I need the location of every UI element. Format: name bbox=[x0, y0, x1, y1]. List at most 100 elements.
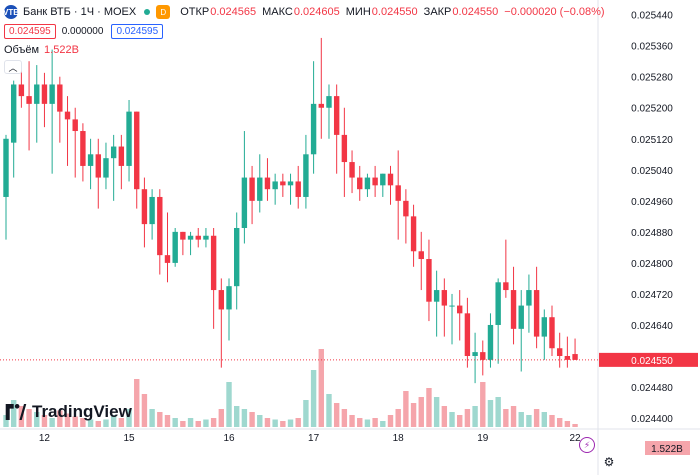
candle-body[interactable] bbox=[364, 177, 371, 190]
candle-body[interactable] bbox=[533, 290, 540, 337]
candle-body[interactable] bbox=[480, 352, 486, 360]
candle-body[interactable] bbox=[441, 290, 448, 306]
market-status-icon[interactable] bbox=[144, 9, 151, 15]
candle-body[interactable] bbox=[187, 235, 194, 240]
volume-bar bbox=[10, 400, 17, 427]
candle-body[interactable] bbox=[272, 181, 278, 190]
candle-body[interactable] bbox=[295, 181, 301, 197]
candle-body[interactable] bbox=[495, 282, 501, 325]
candle-body[interactable] bbox=[318, 103, 324, 108]
change-value: −0.000020 (−0.08%) bbox=[504, 6, 605, 18]
y-tick-label: 0.025440 bbox=[631, 11, 673, 22]
open-value: 0.024565 bbox=[210, 6, 257, 18]
candle-body[interactable] bbox=[34, 84, 40, 104]
volume-bar bbox=[26, 409, 32, 427]
candle-body[interactable] bbox=[203, 235, 209, 240]
y-tick-label: 0.024880 bbox=[631, 228, 673, 239]
y-tick-label: 0.025280 bbox=[631, 73, 673, 84]
candle-body[interactable] bbox=[80, 131, 86, 166]
candle-body[interactable] bbox=[49, 84, 55, 104]
tradingview-logo[interactable]: TradingView bbox=[4, 402, 132, 422]
candle-body[interactable] bbox=[333, 96, 340, 135]
candle-body[interactable] bbox=[26, 96, 32, 104]
buy-price-button[interactable]: 0.024595 bbox=[111, 24, 164, 39]
sell-price-button[interactable]: 0.024595 bbox=[4, 24, 56, 39]
candle-body[interactable] bbox=[257, 177, 263, 201]
candle-body[interactable] bbox=[564, 355, 571, 360]
candle-body[interactable] bbox=[72, 119, 78, 132]
candle-body[interactable] bbox=[10, 84, 17, 143]
gear-icon[interactable]: ⚙ bbox=[603, 455, 615, 469]
candle-body[interactable] bbox=[164, 255, 171, 263]
candle-body[interactable] bbox=[472, 352, 478, 356]
candle-body[interactable] bbox=[518, 305, 524, 329]
volume-bar bbox=[257, 415, 263, 427]
candle-body[interactable] bbox=[226, 286, 232, 310]
candle-body[interactable] bbox=[541, 317, 547, 337]
candle-body[interactable] bbox=[241, 177, 248, 228]
candle-body[interactable] bbox=[210, 235, 217, 291]
candle-body[interactable] bbox=[18, 84, 25, 97]
volume-bar bbox=[72, 416, 78, 427]
candle-body[interactable] bbox=[418, 251, 424, 260]
symbol-title[interactable]: Банк ВТБ · 1Ч · MOEX bbox=[23, 6, 137, 18]
chevron-up-icon[interactable]: ︿ bbox=[4, 60, 22, 74]
candle-body[interactable] bbox=[126, 111, 132, 166]
candle-body[interactable] bbox=[380, 173, 386, 186]
candle-body[interactable] bbox=[287, 181, 294, 186]
candle-body[interactable] bbox=[572, 354, 578, 360]
candle-body[interactable] bbox=[134, 111, 140, 190]
candle-body[interactable] bbox=[64, 111, 71, 120]
candle-body[interactable] bbox=[95, 154, 101, 178]
candle-body[interactable] bbox=[341, 134, 348, 163]
candle-body[interactable] bbox=[149, 196, 155, 225]
candle-body[interactable] bbox=[426, 259, 432, 302]
candle-body[interactable] bbox=[395, 185, 401, 201]
candle-body[interactable] bbox=[310, 103, 317, 155]
candle-body[interactable] bbox=[487, 324, 494, 360]
candle-body[interactable] bbox=[503, 282, 509, 291]
candle-body[interactable] bbox=[410, 216, 417, 252]
candle-body[interactable] bbox=[280, 181, 286, 186]
candle-body[interactable] bbox=[41, 84, 48, 104]
candle-body[interactable] bbox=[556, 348, 563, 356]
candle-body[interactable] bbox=[103, 158, 109, 178]
candle-body[interactable] bbox=[372, 177, 378, 186]
candle-body[interactable] bbox=[172, 231, 178, 263]
candle-body[interactable] bbox=[387, 173, 394, 186]
candle-body[interactable] bbox=[218, 290, 225, 310]
candle-body[interactable] bbox=[141, 189, 148, 225]
candle-body[interactable] bbox=[118, 146, 125, 166]
candle-body[interactable] bbox=[349, 162, 355, 178]
candle-body[interactable] bbox=[549, 317, 555, 349]
volume-bar bbox=[341, 409, 348, 427]
candle-body[interactable] bbox=[403, 200, 409, 217]
candle-body[interactable] bbox=[457, 305, 463, 314]
delay-badge[interactable]: D bbox=[156, 5, 171, 19]
lightning-icon[interactable]: ⚡ bbox=[579, 437, 595, 453]
candle-body[interactable] bbox=[234, 227, 240, 287]
candle-body[interactable] bbox=[3, 138, 9, 197]
spread-value: 0.000000 bbox=[61, 26, 104, 37]
low-label: МИН bbox=[345, 6, 371, 18]
candle-body[interactable] bbox=[264, 177, 271, 190]
candle-body[interactable] bbox=[249, 177, 255, 201]
candle-body[interactable] bbox=[449, 305, 455, 307]
candle-body[interactable] bbox=[303, 154, 309, 197]
candle-body[interactable] bbox=[87, 154, 94, 166]
candle-body[interactable] bbox=[195, 235, 201, 240]
candle-body[interactable] bbox=[433, 290, 440, 302]
vtb-logo-icon[interactable]: VTB bbox=[3, 5, 19, 19]
candle-body[interactable] bbox=[326, 96, 332, 108]
candle-body[interactable] bbox=[157, 196, 163, 256]
candle-body[interactable] bbox=[510, 290, 517, 329]
candle-body[interactable] bbox=[357, 177, 363, 190]
volume-legend[interactable]: Объём 1.522B bbox=[4, 44, 79, 56]
candle-body[interactable] bbox=[110, 146, 117, 159]
candle-body[interactable] bbox=[180, 231, 186, 240]
candle-body[interactable] bbox=[464, 313, 471, 356]
candle-body[interactable] bbox=[526, 290, 532, 306]
candle-body[interactable] bbox=[57, 84, 63, 112]
volume-bar bbox=[441, 406, 448, 427]
